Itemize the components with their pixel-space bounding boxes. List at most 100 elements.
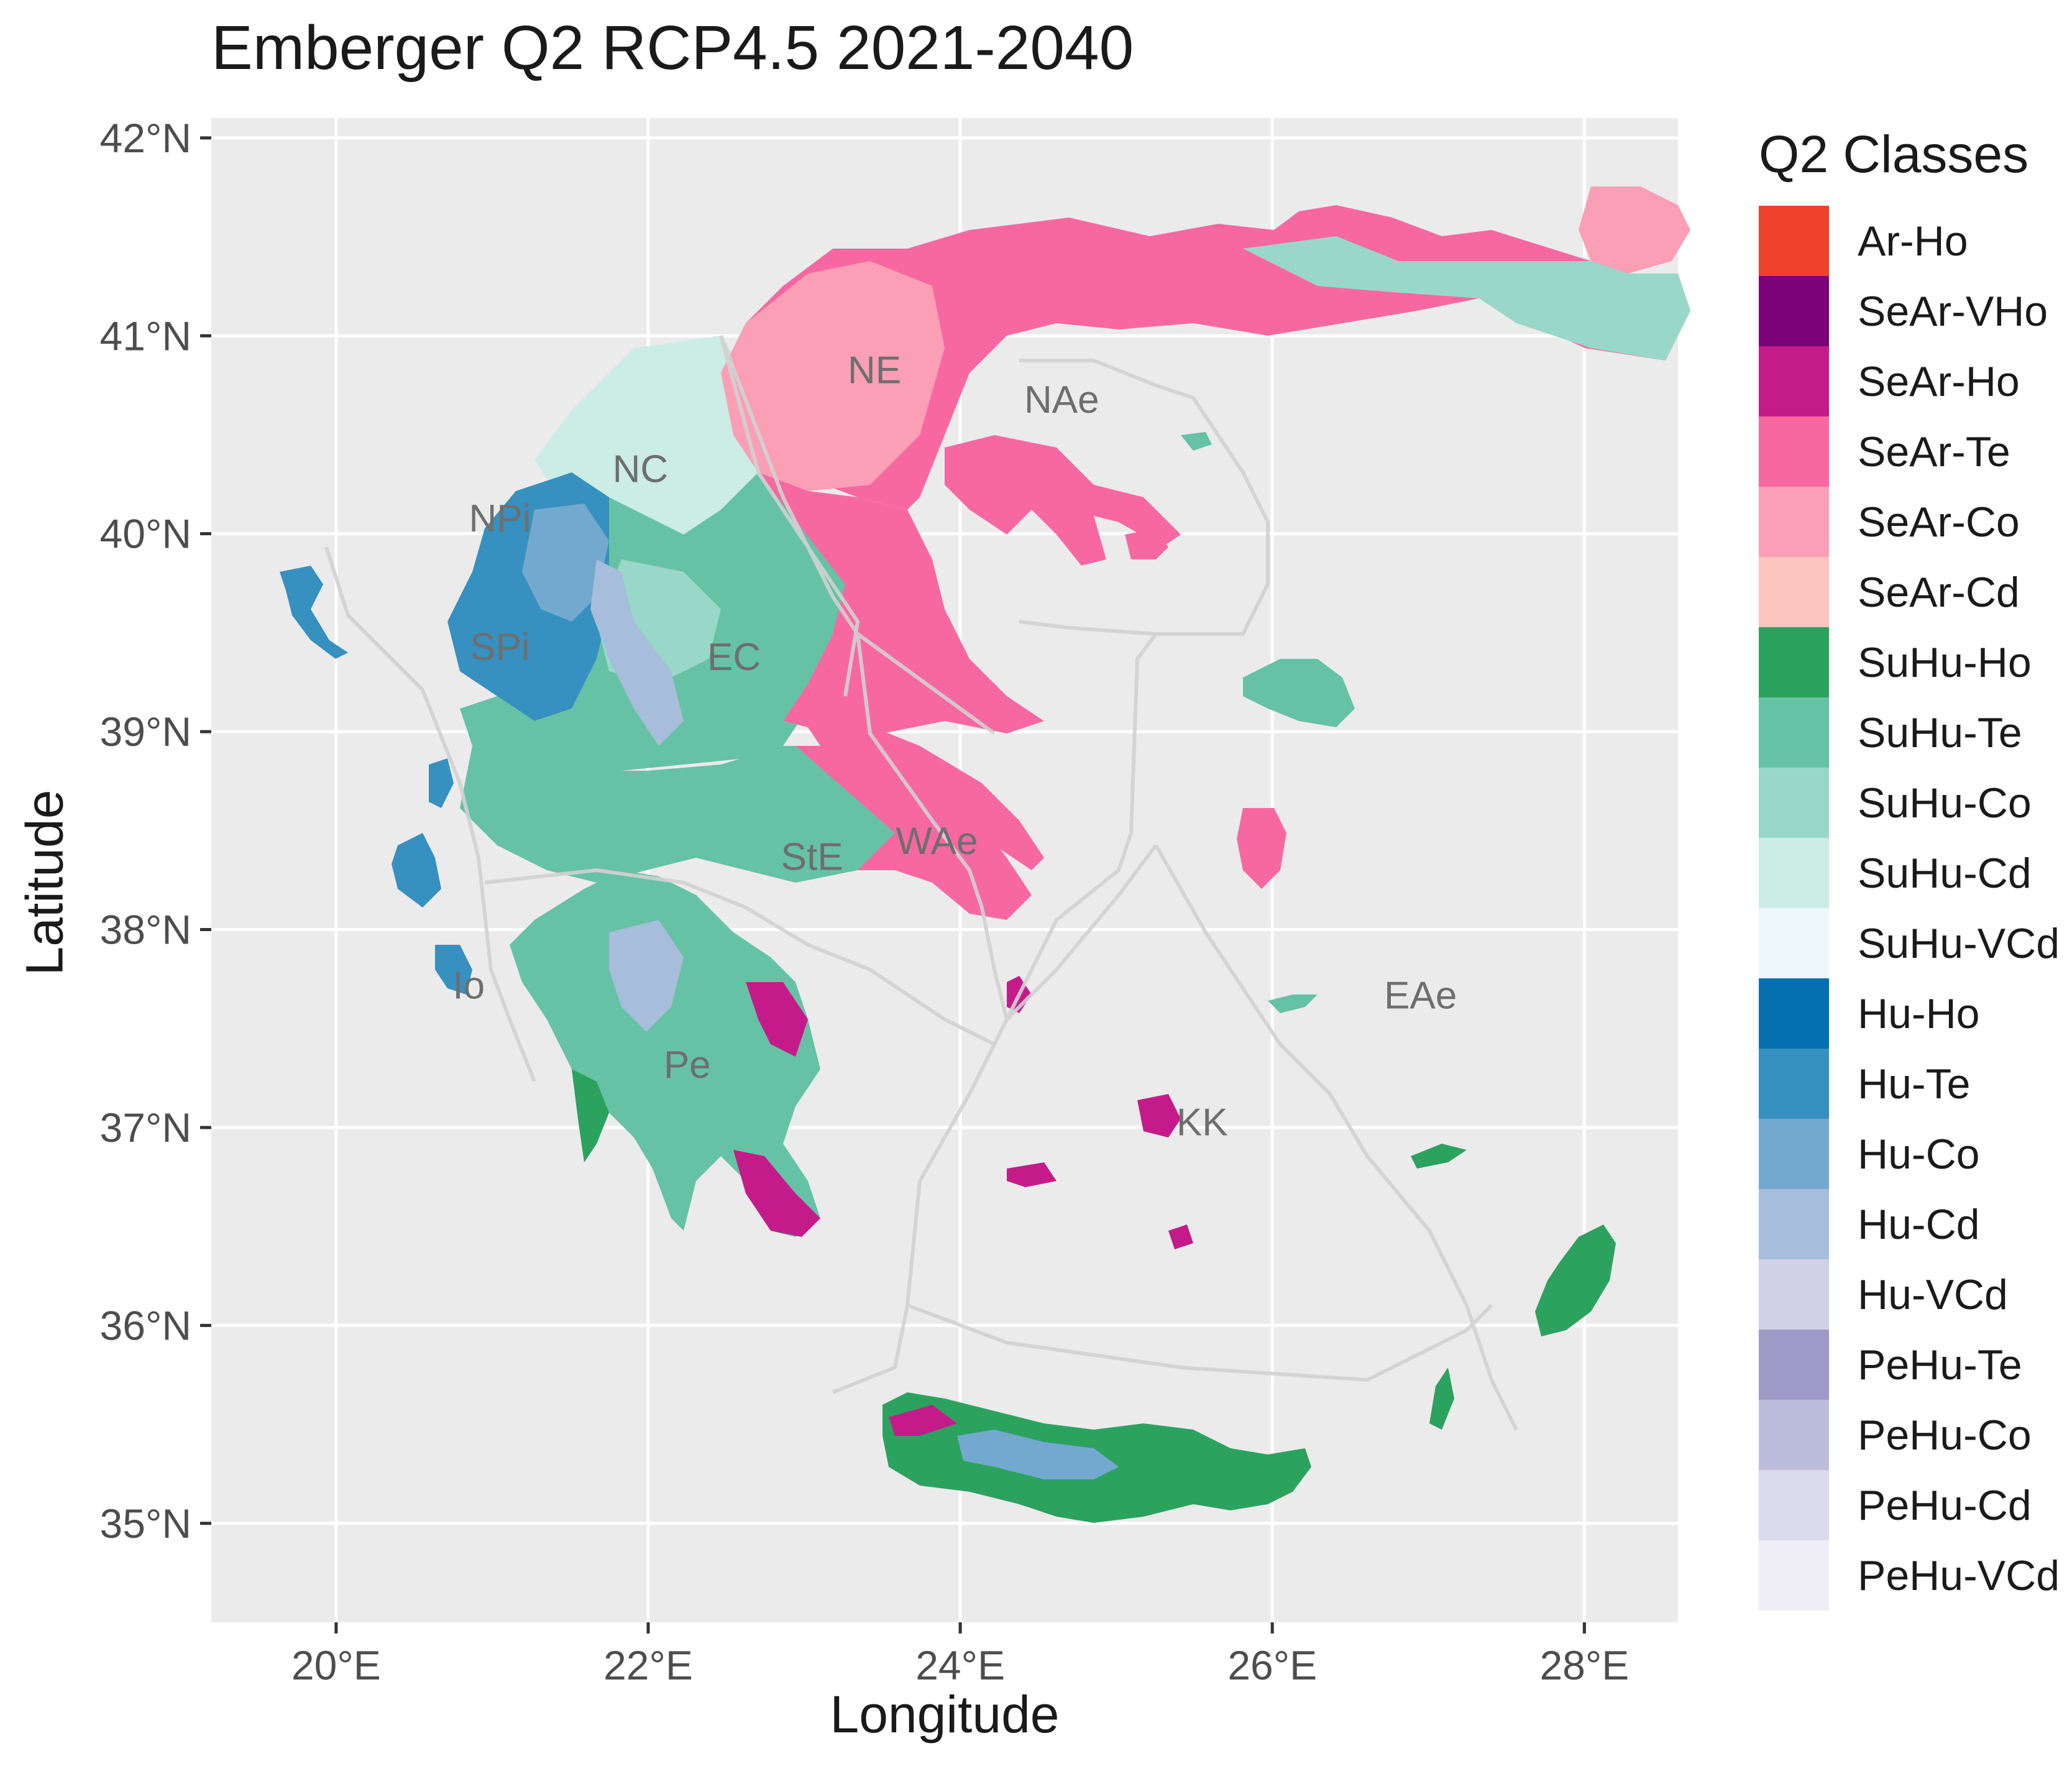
boundary-line bbox=[1005, 844, 1158, 1021]
region-label-ste: StE bbox=[781, 836, 843, 879]
land-lesvos bbox=[1243, 659, 1355, 727]
land-lefkada bbox=[429, 758, 454, 808]
legend-item-sear-vho: SeAr-VHo bbox=[1759, 276, 2060, 346]
legend-swatch bbox=[1759, 276, 1829, 346]
legend-item-hu-cd: Hu-Cd bbox=[1759, 1189, 2060, 1259]
land-zakynthos bbox=[435, 945, 472, 995]
land-crete-hu bbox=[957, 1430, 1119, 1479]
land-corfu bbox=[280, 566, 348, 659]
legend-item-hu-co: Hu-Co bbox=[1759, 1119, 2060, 1189]
legend-label: Hu-Cd bbox=[1858, 1200, 1980, 1248]
legend-item-sear-cd: SeAr-Cd bbox=[1759, 557, 2060, 627]
legend-item-sear-te: SeAr-Te bbox=[1759, 416, 2060, 487]
land-classes bbox=[280, 186, 1690, 1523]
legend-swatch bbox=[1759, 1540, 1829, 1610]
legend-item-suhu-cd: SuHu-Cd bbox=[1759, 838, 2060, 908]
legend-swatch bbox=[1759, 416, 1829, 487]
boundary-line bbox=[856, 633, 1009, 1020]
legend-item-ar-ho: Ar-Ho bbox=[1759, 206, 2060, 276]
legend-swatch bbox=[1759, 557, 1829, 627]
y-tick-label: 38°N bbox=[100, 907, 191, 953]
legend-label: Hu-VCd bbox=[1858, 1270, 2008, 1318]
x-tick-label: 20°E bbox=[291, 1642, 381, 1688]
land-pelop-mountains bbox=[609, 920, 684, 1032]
legend-item-hu-te: Hu-Te bbox=[1759, 1049, 2060, 1119]
y-axis-title: Latitude bbox=[15, 789, 74, 976]
land-epirus-hu-cd bbox=[522, 503, 609, 622]
y-tick-label: 35°N bbox=[100, 1500, 191, 1546]
region-label-npi: NPi bbox=[469, 497, 531, 540]
legend-swatch bbox=[1759, 1189, 1829, 1259]
legend-label: Hu-Co bbox=[1858, 1130, 1980, 1178]
legend-swatch bbox=[1759, 1259, 1829, 1330]
legend-item-sear-ho: SeAr-Ho bbox=[1759, 346, 2060, 416]
legend-swatch bbox=[1759, 627, 1829, 697]
boundary-line bbox=[719, 334, 996, 735]
region-label-io: Io bbox=[452, 965, 485, 1008]
legend: Q2 Classes Ar-Ho SeAr-VHo SeAr-Ho SeAr-Te Se… bbox=[1759, 124, 2060, 1610]
land-santorini bbox=[1168, 1225, 1193, 1249]
boundary-line bbox=[1005, 633, 1158, 1021]
legend-swatch bbox=[1759, 768, 1829, 838]
legend-item-pehu-cd: PeHu-Cd bbox=[1759, 1470, 2060, 1540]
land-karpathos bbox=[1429, 1367, 1454, 1430]
land-euboea bbox=[795, 709, 1044, 870]
region-label-wae: WAe bbox=[896, 820, 978, 863]
legend-item-pehu-te: PeHu-Te bbox=[1759, 1330, 2060, 1400]
legend-swatch bbox=[1759, 206, 1829, 276]
region-label-ne: NE bbox=[848, 349, 901, 392]
land-milos bbox=[1007, 1162, 1057, 1187]
legend-swatch bbox=[1759, 697, 1829, 768]
legend-label: PeHu-Cd bbox=[1858, 1481, 2032, 1529]
land-thasos bbox=[1181, 432, 1212, 451]
legend-label: SeAr-Te bbox=[1858, 428, 2010, 476]
land-chios bbox=[1237, 808, 1286, 889]
land-chalkidiki bbox=[945, 435, 1181, 566]
map-title: Emberger Q2 RCP4.5 2021-2040 bbox=[211, 13, 1134, 83]
x-tick-label: 22°E bbox=[603, 1642, 693, 1688]
legend-item-suhu-ho: SuHu-Ho bbox=[1759, 627, 2060, 697]
legend-label: SeAr-Co bbox=[1858, 498, 2020, 546]
legend-label: SuHu-VCd bbox=[1858, 919, 2060, 967]
legend-item-pehu-vcd: PeHu-VCd bbox=[1759, 1540, 2060, 1610]
x-tick-label: 24°E bbox=[915, 1642, 1005, 1688]
legend-items: Ar-Ho SeAr-VHo SeAr-Ho SeAr-Te SeAr-Co SeAr-C… bbox=[1759, 206, 2060, 1610]
region-label-ec: EC bbox=[707, 636, 761, 679]
legend-label: PeHu-Co bbox=[1858, 1411, 2032, 1459]
region-label-nc: NC bbox=[613, 448, 669, 491]
legend-label: SeAr-Cd bbox=[1858, 568, 2020, 616]
land-pelop-east bbox=[746, 982, 808, 1057]
legend-swatch bbox=[1759, 346, 1829, 416]
land-rhodes bbox=[1535, 1225, 1616, 1336]
land-lemnos bbox=[1125, 528, 1168, 559]
boundary-line bbox=[1154, 844, 1518, 1431]
legend-label: Hu-Ho bbox=[1858, 990, 1980, 1037]
land-macedonia-centre bbox=[721, 261, 945, 491]
y-tick-label: 39°N bbox=[100, 709, 191, 755]
land-sterea bbox=[460, 746, 945, 883]
legend-label: Ar-Ho bbox=[1858, 217, 1968, 265]
legend-item-suhu-co: SuHu-Co bbox=[1759, 768, 2060, 838]
boundary-line bbox=[324, 546, 536, 1083]
region-label-spi: SPi bbox=[470, 626, 529, 669]
y-tick-label: 37°N bbox=[100, 1105, 191, 1151]
legend-item-hu-vcd: Hu-VCd bbox=[1759, 1259, 2060, 1330]
land-east-central bbox=[758, 472, 1044, 733]
land-laconia bbox=[733, 1150, 820, 1237]
legend-swatch bbox=[1759, 487, 1829, 557]
legend-item-sear-co: SeAr-Co bbox=[1759, 487, 2060, 557]
axes: 20°E 22°E 24°E 26°E 28°E 42°N 41°N 40°N 39°N 38°N… bbox=[100, 115, 1630, 1688]
legend-swatch bbox=[1759, 1119, 1829, 1189]
land-evros bbox=[1579, 186, 1690, 273]
legend-label: Hu-Te bbox=[1858, 1060, 1971, 1108]
boundary-line bbox=[906, 1303, 1493, 1382]
land-kefalonia bbox=[392, 833, 441, 907]
legend-swatch bbox=[1759, 1400, 1829, 1470]
y-tick-label: 42°N bbox=[100, 115, 191, 161]
legend-label: SuHu-Te bbox=[1858, 709, 2022, 756]
region-label-nae: NAe bbox=[1024, 379, 1099, 421]
land-pindos-hu bbox=[590, 559, 684, 746]
land-kos bbox=[1411, 1144, 1467, 1169]
legend-label: PeHu-Te bbox=[1858, 1341, 2022, 1389]
